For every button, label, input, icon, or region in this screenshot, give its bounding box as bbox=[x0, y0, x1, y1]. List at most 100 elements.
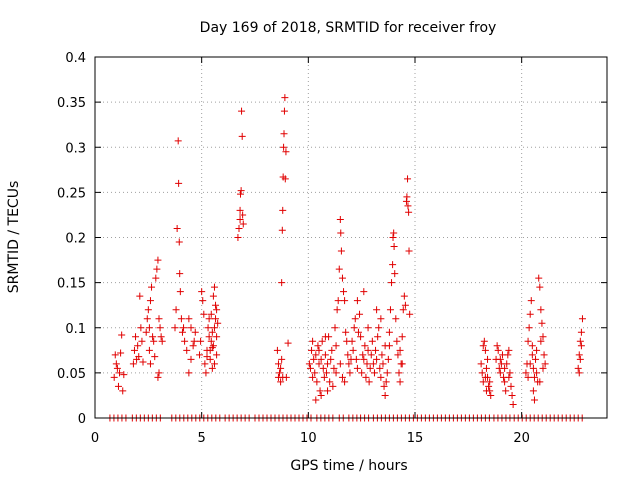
data-point bbox=[315, 360, 323, 368]
x-tick-label: 15 bbox=[407, 431, 424, 446]
data-point bbox=[279, 206, 287, 214]
data-point bbox=[368, 337, 376, 345]
data-point bbox=[146, 360, 154, 368]
data-point bbox=[185, 315, 193, 323]
data-point bbox=[214, 319, 222, 327]
data-point bbox=[487, 391, 495, 399]
data-point bbox=[281, 175, 289, 183]
data-point bbox=[137, 324, 145, 332]
data-point bbox=[171, 324, 179, 332]
data-point bbox=[280, 130, 288, 138]
data-point bbox=[198, 288, 206, 296]
data-point bbox=[359, 351, 367, 359]
data-point bbox=[306, 364, 314, 372]
data-point bbox=[358, 369, 366, 377]
data-point bbox=[145, 346, 153, 354]
data-point bbox=[380, 382, 388, 390]
data-point bbox=[386, 306, 394, 314]
data-point bbox=[157, 333, 165, 341]
data-point bbox=[377, 373, 385, 381]
data-point bbox=[366, 364, 374, 372]
data-point bbox=[208, 364, 216, 372]
data-point bbox=[129, 360, 137, 368]
x-tick-label: 0 bbox=[91, 431, 99, 446]
data-point bbox=[392, 315, 400, 323]
data-point bbox=[346, 369, 354, 377]
data-point bbox=[338, 373, 346, 381]
data-point bbox=[155, 315, 163, 323]
data-point bbox=[279, 373, 287, 381]
data-point bbox=[207, 310, 215, 318]
data-point bbox=[575, 351, 583, 359]
data-point bbox=[496, 369, 504, 377]
data-point bbox=[395, 369, 403, 377]
data-point bbox=[322, 369, 330, 377]
data-point bbox=[197, 337, 205, 345]
data-point bbox=[324, 360, 332, 368]
data-point bbox=[154, 256, 162, 264]
data-point bbox=[376, 364, 384, 372]
data-point bbox=[330, 364, 338, 372]
data-point bbox=[361, 342, 369, 350]
data-point bbox=[354, 328, 362, 336]
data-point bbox=[494, 346, 502, 354]
data-point bbox=[277, 364, 285, 372]
y-tick-label: 0.1 bbox=[65, 322, 86, 337]
data-point bbox=[196, 351, 204, 359]
data-point bbox=[143, 315, 151, 323]
data-point bbox=[235, 224, 243, 232]
data-point bbox=[538, 319, 546, 327]
data-point bbox=[501, 378, 509, 386]
data-point bbox=[576, 355, 584, 363]
data-point bbox=[405, 208, 413, 216]
data-point bbox=[378, 351, 386, 359]
data-point bbox=[238, 132, 246, 140]
data-point bbox=[328, 346, 336, 354]
data-point bbox=[310, 355, 318, 363]
data-point bbox=[213, 351, 221, 359]
data-point bbox=[278, 226, 286, 234]
data-point bbox=[117, 349, 125, 357]
data-point bbox=[389, 234, 397, 241]
data-point bbox=[210, 324, 218, 332]
data-point bbox=[329, 382, 337, 390]
data-point bbox=[315, 346, 323, 354]
data-point bbox=[540, 351, 548, 359]
data-point bbox=[374, 333, 382, 341]
data-point bbox=[393, 337, 401, 345]
data-point bbox=[134, 342, 142, 350]
data-point bbox=[206, 346, 214, 354]
data-point bbox=[236, 215, 244, 223]
data-point bbox=[348, 337, 356, 345]
x-tick-label: 5 bbox=[198, 431, 206, 446]
data-point bbox=[479, 378, 487, 386]
data-point bbox=[112, 360, 120, 368]
data-point bbox=[481, 346, 489, 354]
data-point bbox=[237, 187, 245, 195]
data-point bbox=[234, 234, 242, 241]
data-point bbox=[524, 373, 532, 381]
data-point bbox=[381, 342, 389, 350]
data-point bbox=[505, 373, 513, 381]
data-point bbox=[381, 391, 389, 399]
data-point bbox=[212, 301, 220, 309]
data-point bbox=[113, 364, 121, 372]
data-point bbox=[576, 337, 584, 345]
data-point bbox=[205, 315, 213, 323]
data-point bbox=[191, 328, 199, 336]
data-point bbox=[119, 387, 127, 395]
data-point bbox=[529, 387, 537, 395]
data-point bbox=[578, 315, 586, 323]
data-point bbox=[364, 346, 372, 354]
data-point bbox=[344, 351, 352, 359]
data-point bbox=[316, 387, 324, 395]
data-point bbox=[493, 342, 501, 350]
data-point bbox=[508, 391, 516, 399]
data-point bbox=[575, 369, 583, 377]
data-point bbox=[284, 339, 292, 347]
data-point bbox=[156, 324, 164, 332]
data-point bbox=[356, 310, 364, 318]
data-point bbox=[110, 373, 118, 381]
data-point bbox=[379, 360, 387, 368]
data-point bbox=[383, 369, 391, 377]
